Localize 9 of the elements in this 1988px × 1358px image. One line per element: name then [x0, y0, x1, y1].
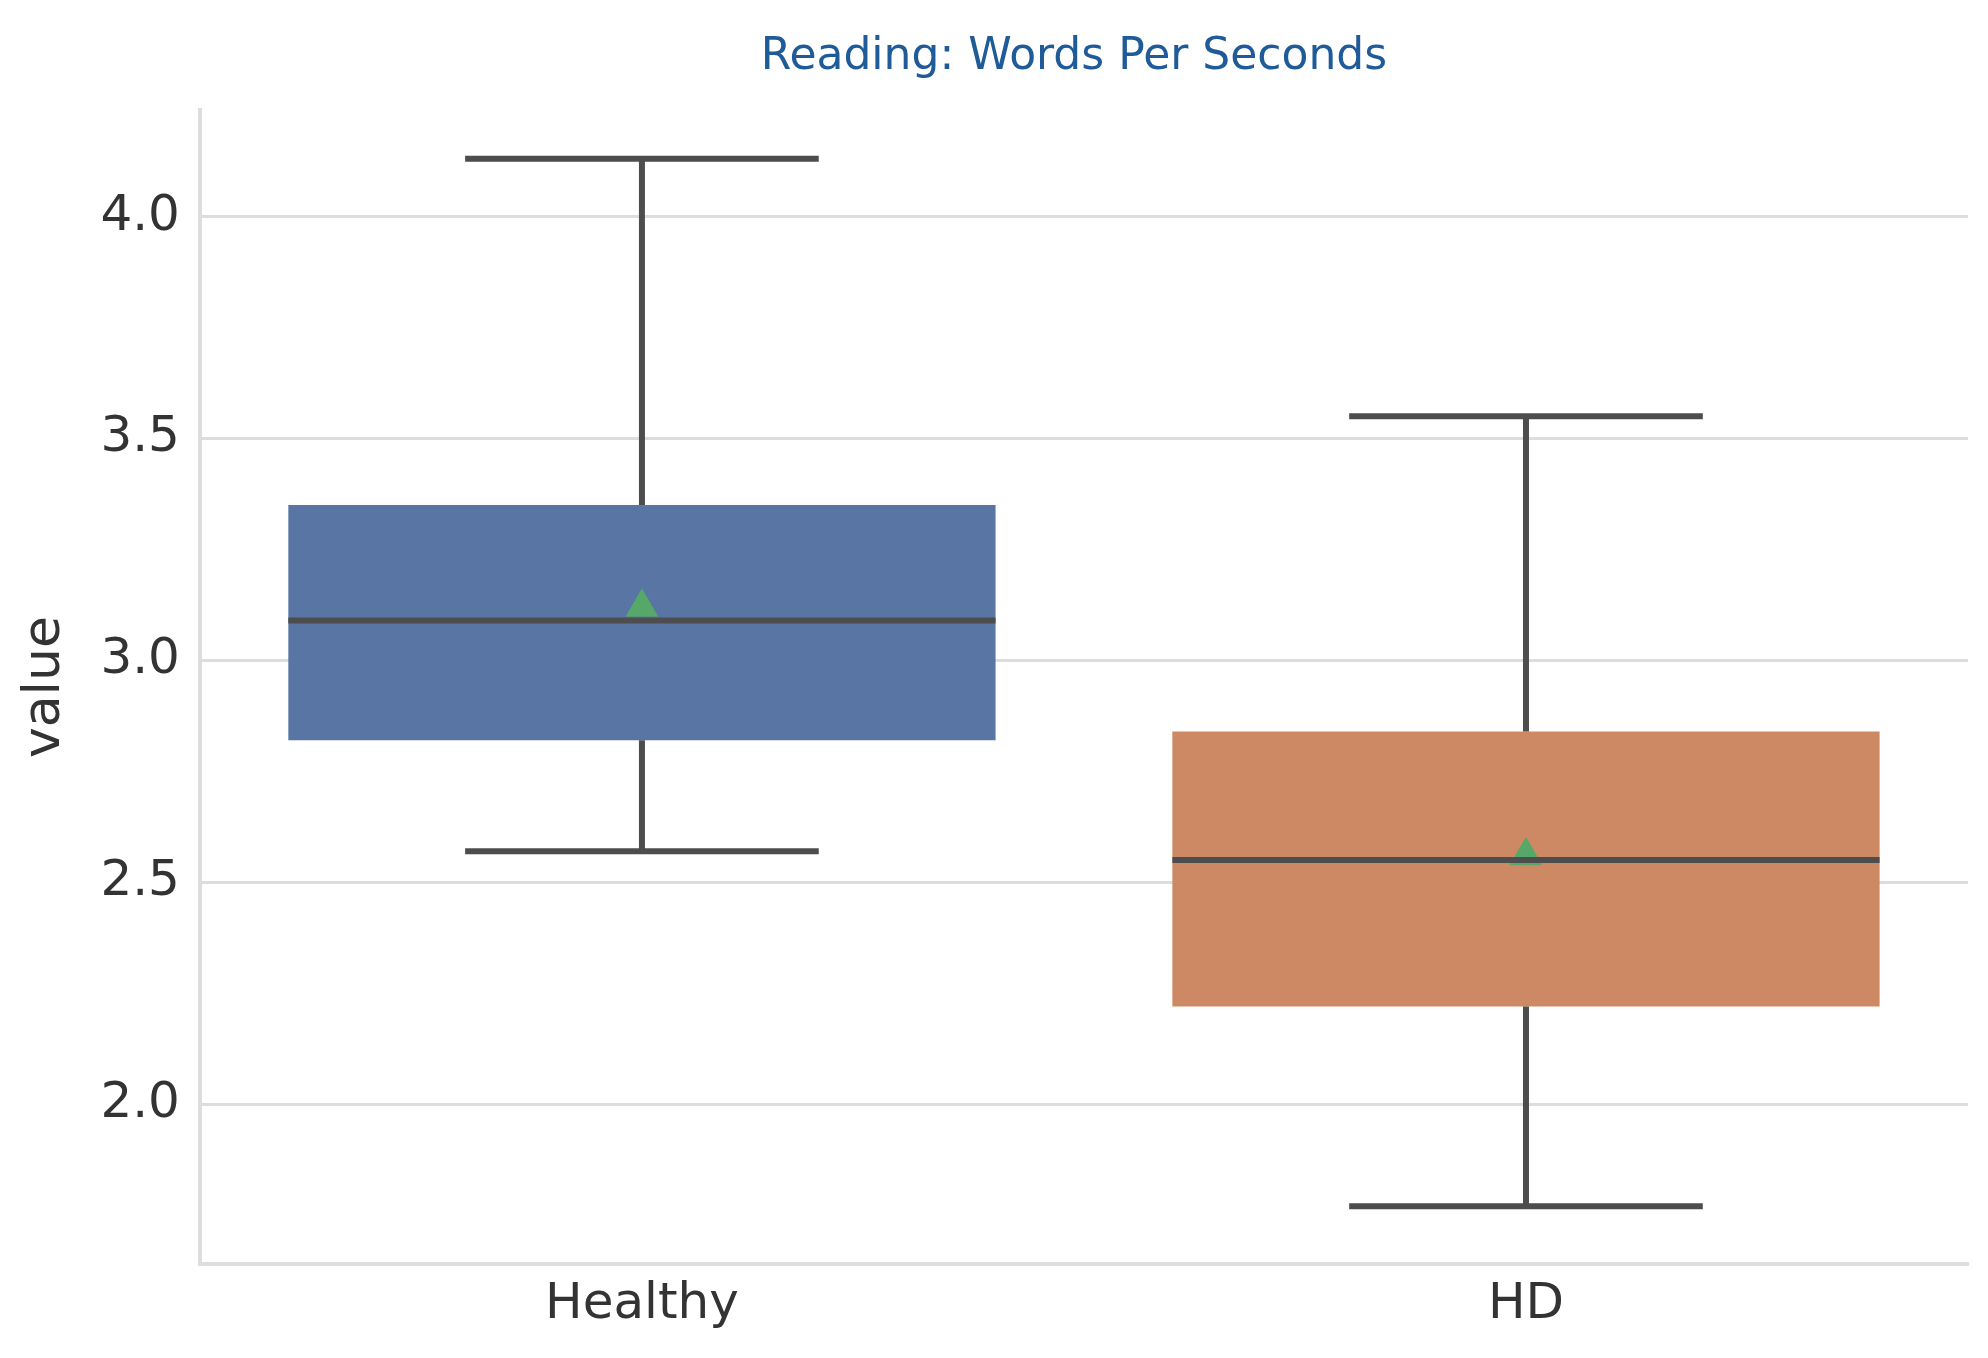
y-tick-label: 2.0 — [100, 1071, 180, 1130]
y-axis-title: value — [10, 615, 71, 759]
y-tick-label: 3.5 — [100, 405, 180, 464]
y-tick-label: 2.5 — [100, 849, 180, 908]
y-tick-label: 4.0 — [100, 183, 180, 242]
x-tick-label: Healthy — [545, 1271, 739, 1330]
x-tick-label: HD — [1487, 1271, 1565, 1330]
y-tick-label: 3.0 — [100, 627, 180, 686]
chart-title: Reading: Words Per Seconds — [759, 28, 1389, 79]
